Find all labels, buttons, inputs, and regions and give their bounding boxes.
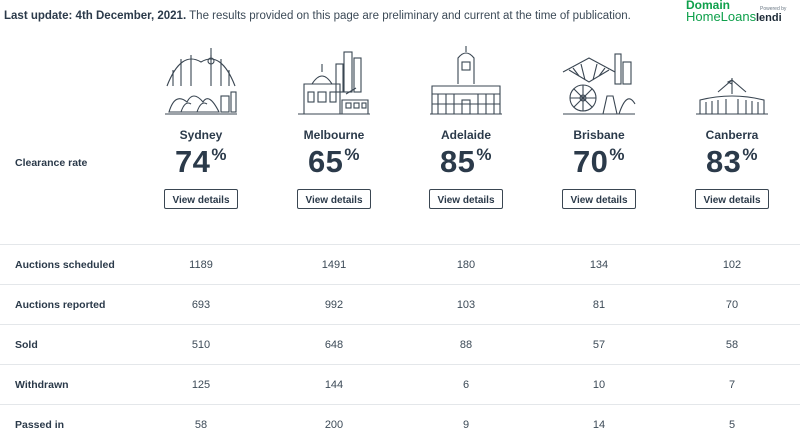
cell-value: 125 bbox=[191, 379, 211, 391]
cell-value: 58 bbox=[725, 339, 739, 351]
canberra-skyline-icon bbox=[696, 78, 768, 115]
city-name: Sydney bbox=[179, 128, 223, 142]
city-name: Brisbane bbox=[573, 128, 625, 142]
cell-value: 88 bbox=[459, 339, 473, 351]
row-label: Passed in bbox=[15, 419, 65, 431]
row-label: Auctions scheduled bbox=[15, 259, 115, 271]
cell-value: 102 bbox=[722, 259, 742, 271]
cell-value: 70 bbox=[725, 299, 739, 311]
auction-results-table: Auctions scheduled 1189 1491 180 134 102… bbox=[0, 244, 800, 444]
last-update-date: Last update: 4th December, 2021. bbox=[4, 10, 187, 22]
cell-value: 510 bbox=[191, 339, 211, 351]
table-row: Passed in 58 200 9 14 5 bbox=[0, 404, 800, 444]
city-name: Melbourne bbox=[303, 128, 365, 142]
brisbane-skyline-icon bbox=[562, 53, 636, 115]
cell-value: 9 bbox=[462, 419, 470, 431]
view-details-button-adelaide[interactable]: View details bbox=[429, 189, 503, 209]
table-row: Auctions reported 693 992 103 81 70 bbox=[0, 284, 800, 324]
cell-value: 648 bbox=[324, 339, 344, 351]
table-row: Withdrawn 125 144 6 10 7 bbox=[0, 364, 800, 404]
city-name: Canberra bbox=[705, 128, 759, 142]
adelaide-skyline-icon bbox=[430, 46, 502, 115]
cell-value: 134 bbox=[589, 259, 609, 271]
cell-value: 144 bbox=[324, 379, 344, 391]
last-update-note: The results provided on this page are pr… bbox=[186, 10, 631, 22]
clearance-rate-value: 65% bbox=[307, 144, 361, 179]
cell-value: 58 bbox=[194, 419, 208, 431]
brand-partner: lendi bbox=[756, 12, 782, 24]
cell-value: 1189 bbox=[189, 259, 213, 271]
cell-value: 200 bbox=[324, 419, 344, 431]
cell-value: 10 bbox=[592, 379, 606, 391]
sydney-skyline-icon bbox=[165, 48, 237, 115]
top-bar: Last update: 4th December, 2021. The res… bbox=[0, 0, 800, 34]
clearance-rate-label: Clearance rate bbox=[15, 157, 88, 169]
clearance-rate-value: 70% bbox=[572, 144, 626, 179]
row-label: Sold bbox=[15, 339, 38, 351]
clearance-rate-value: 85% bbox=[439, 144, 493, 179]
cell-value: 14 bbox=[592, 419, 606, 431]
cell-value: 6 bbox=[462, 379, 470, 391]
row-label: Auctions reported bbox=[15, 299, 106, 311]
cell-value: 992 bbox=[324, 299, 344, 311]
city-name: Adelaide bbox=[440, 128, 491, 142]
brand-line2: HomeLoans bbox=[686, 9, 757, 24]
brand-line1: Domain bbox=[686, 0, 731, 12]
clearance-rate-value: 74% bbox=[174, 144, 228, 179]
cell-value: 103 bbox=[456, 299, 476, 311]
table-row: Sold 510 648 88 57 58 bbox=[0, 324, 800, 364]
view-details-button-sydney[interactable]: View details bbox=[164, 189, 238, 209]
melbourne-skyline-icon bbox=[298, 51, 370, 115]
view-details-button-canberra[interactable]: View details bbox=[695, 189, 769, 209]
cell-value: 57 bbox=[592, 339, 606, 351]
cell-value: 5 bbox=[728, 419, 736, 431]
cell-value: 7 bbox=[728, 379, 736, 391]
cell-value: 1491 bbox=[321, 259, 347, 271]
cell-value: 81 bbox=[592, 299, 606, 311]
row-label: Withdrawn bbox=[15, 379, 69, 391]
brand-logo[interactable]: Domain HomeLoans Powered by lendi bbox=[686, 0, 796, 28]
cell-value: 180 bbox=[456, 259, 476, 271]
clearance-rate-value: 83% bbox=[705, 144, 759, 179]
brand-powered: Powered by bbox=[760, 6, 787, 12]
view-details-button-melbourne[interactable]: View details bbox=[297, 189, 371, 209]
cell-value: 693 bbox=[191, 299, 211, 311]
table-row: Auctions scheduled 1189 1491 180 134 102 bbox=[0, 244, 800, 284]
last-update-text: Last update: 4th December, 2021. The res… bbox=[4, 10, 631, 22]
view-details-button-brisbane[interactable]: View details bbox=[562, 189, 636, 209]
